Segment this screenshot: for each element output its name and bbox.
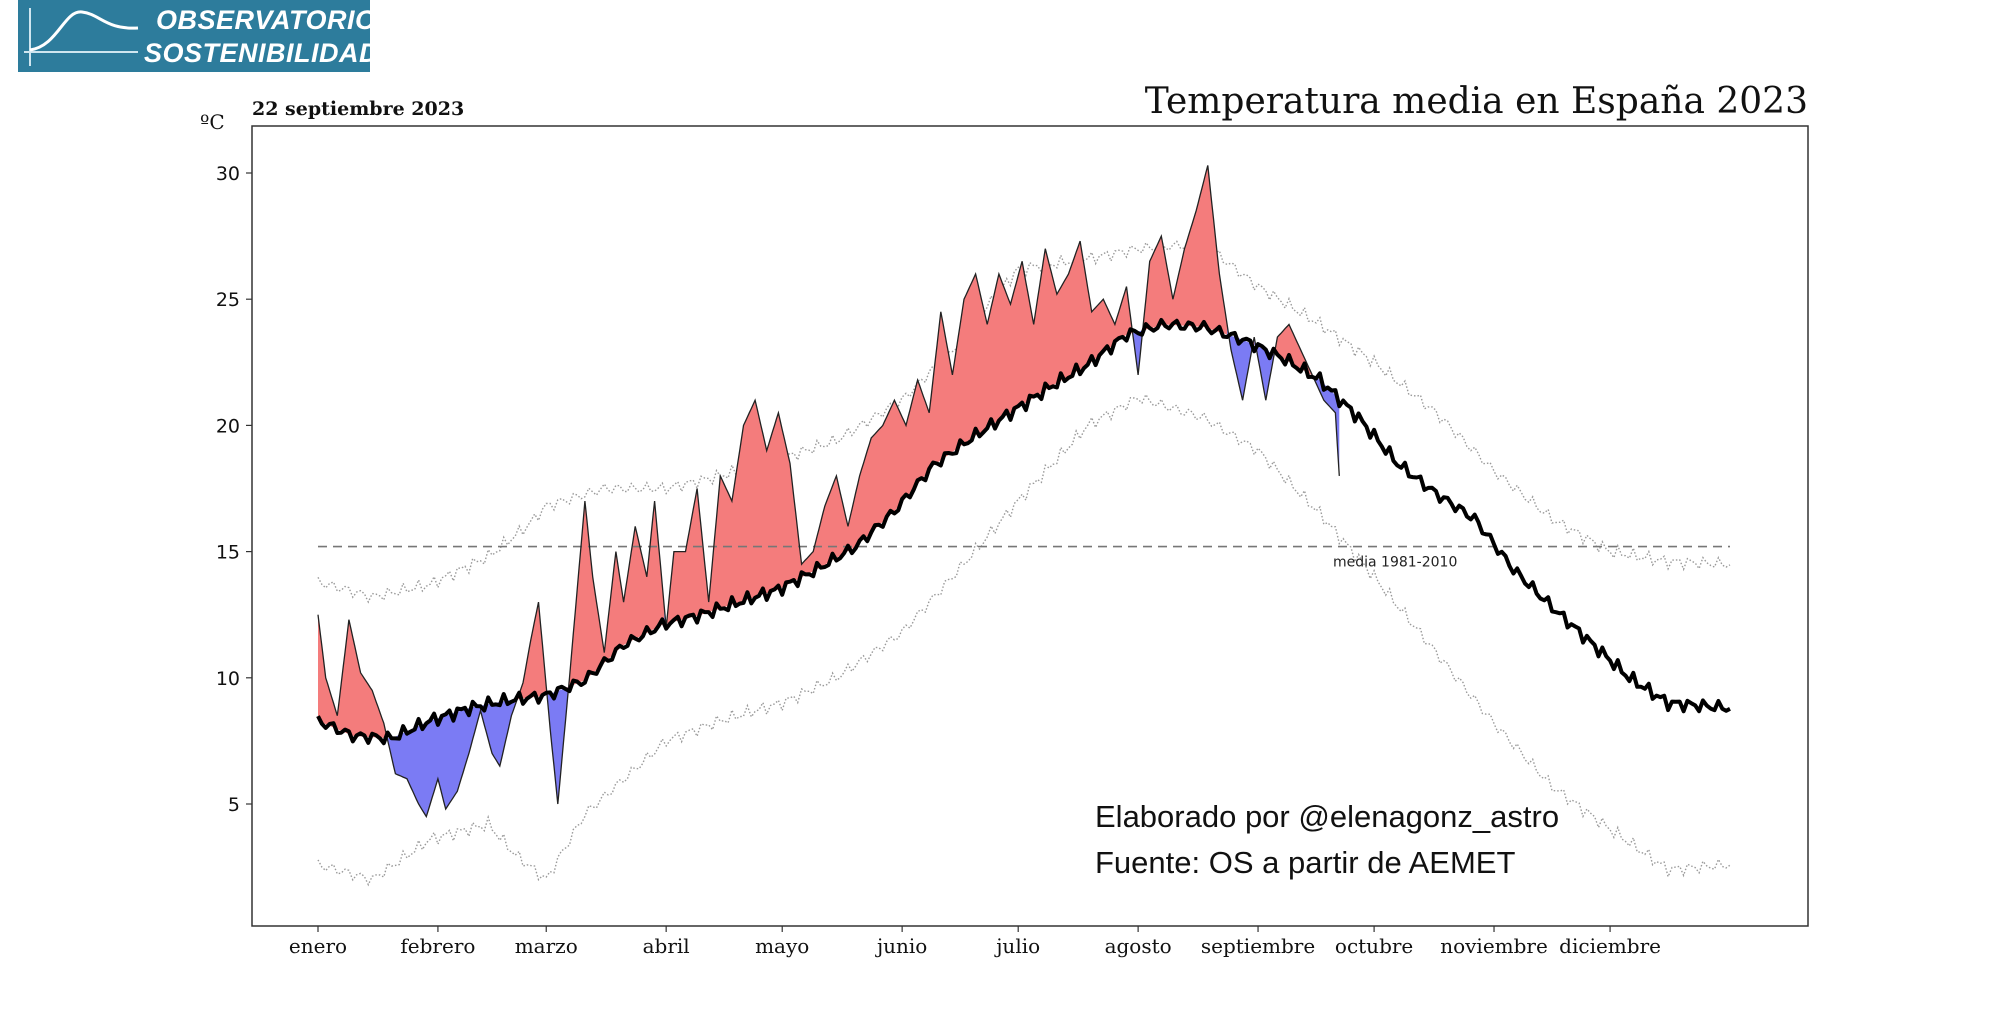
x-tick-label-octubre: octubre xyxy=(1335,934,1413,958)
x-tick-label-julio: julio xyxy=(994,934,1040,958)
y-tick-label-5: 5 xyxy=(228,794,240,816)
lower-band-line xyxy=(317,393,1731,887)
anomaly-area-below-13 xyxy=(1312,374,1340,476)
upper-band-line xyxy=(317,237,1731,604)
chart-title: Temperatura media en España 2023 xyxy=(1145,81,1808,122)
y-tick-label-20: 20 xyxy=(216,415,240,437)
x-tick-label-febrero: febrero xyxy=(400,934,475,958)
logo-line-1: OBSERVATORIO xyxy=(156,5,377,35)
anomaly-area-below-1 xyxy=(385,699,516,817)
x-tick-label-septiembre: septiembre xyxy=(1201,934,1315,958)
x-tick-label-agosto: agosto xyxy=(1105,934,1172,958)
y-tick-label-10: 10 xyxy=(216,668,240,690)
observed-2023-line xyxy=(317,165,1340,819)
y-tick-label-30: 30 xyxy=(216,163,240,185)
anomaly-area-above-12 xyxy=(1273,324,1313,376)
curve-graph-icon xyxy=(24,8,139,66)
y-tick-label-25: 25 xyxy=(216,289,240,311)
x-tick-label-mayo: mayo xyxy=(755,934,809,958)
logo-line-2: SOSTENIBILIDAD xyxy=(144,38,380,68)
x-tick-label-noviembre: noviembre xyxy=(1440,934,1548,958)
mean-line xyxy=(316,318,1731,746)
anomaly-area-above-6 xyxy=(666,241,1133,628)
credit-source: Fuente: OS a partir de AEMET xyxy=(1095,845,1515,880)
y-axis-unit: ºC xyxy=(200,110,225,134)
x-tick-label-marzo: marzo xyxy=(515,934,578,958)
observatorio-logo: OBSERVATORIO SOSTENIBILIDAD xyxy=(18,0,379,72)
credit-author: Elaborado por @elenagonz_astro xyxy=(1095,799,1559,834)
anomaly-area-below-7 xyxy=(1132,330,1142,375)
x-tick-label-junio: junio xyxy=(875,934,927,958)
x-tick-label-abril: abril xyxy=(643,934,690,958)
anomaly-area-above-0 xyxy=(318,614,386,738)
anomaly-area-above-2 xyxy=(515,602,547,705)
plot-frame xyxy=(251,125,1809,927)
x-tick-label-diciembre: diciembre xyxy=(1559,934,1661,958)
x-tick-label-enero: enero xyxy=(289,934,347,958)
anomaly-area-above-4 xyxy=(567,501,665,699)
y-tick-label-15: 15 xyxy=(216,542,240,564)
reference-line-label: media 1981-2010 xyxy=(1333,555,1457,571)
date-label: 22 septiembre 2023 xyxy=(252,98,464,120)
anomaly-area-below-3 xyxy=(546,686,568,804)
